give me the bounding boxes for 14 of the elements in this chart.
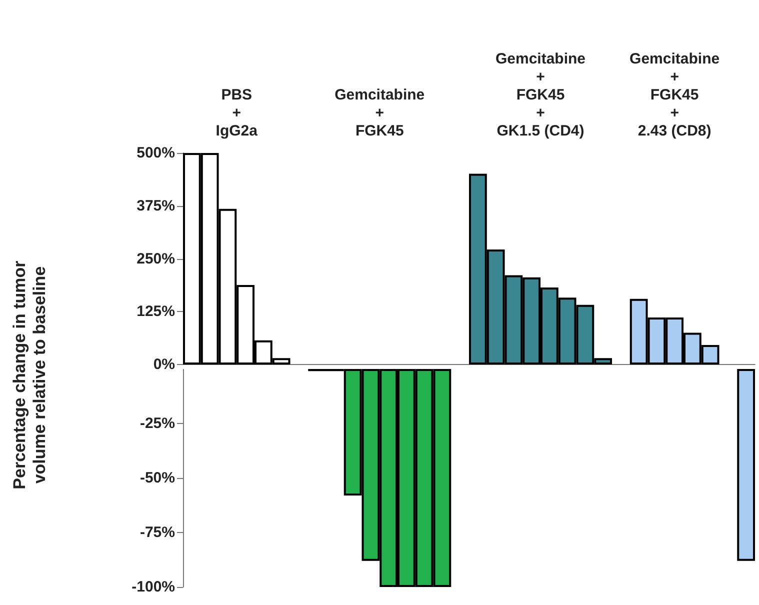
y-tick-label: -50% <box>140 470 175 486</box>
y-tick-label: -100% <box>132 578 175 596</box>
y-tick-label: 125% <box>136 303 175 320</box>
text: Gemcitabine + FGK45 + GK1.5 (CD4) <box>495 50 586 140</box>
y-axis-title: Percentage change in tumor volume relative to baseline <box>10 260 50 492</box>
text: PBS + IgG2a <box>216 86 258 140</box>
y-tick-label: -75% <box>140 524 175 541</box>
y-tick-label: 375% <box>136 197 175 214</box>
y-tick-label: 0% <box>153 356 175 373</box>
y-tick-label: 500% <box>136 144 175 162</box>
y-tick-label: 250% <box>136 250 175 268</box>
text: Gemcitabine + FGK45 + 2.43 (CD8) <box>630 50 720 140</box>
text: Gemcitabine + FGK45 <box>334 86 425 140</box>
y-tick-label: -25% <box>140 415 175 432</box>
